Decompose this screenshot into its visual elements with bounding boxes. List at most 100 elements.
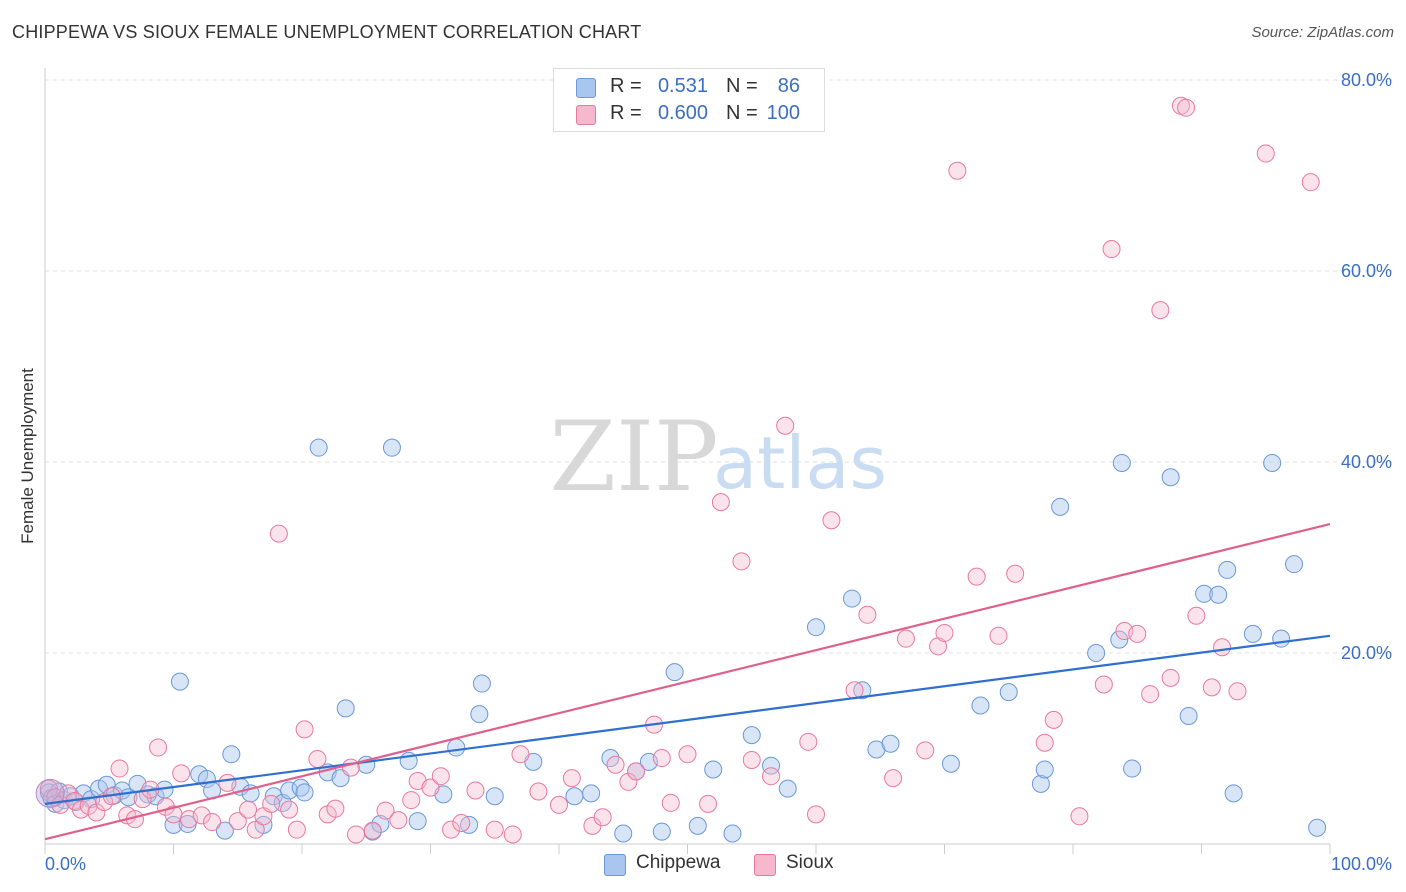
chippewa-point [447, 738, 466, 757]
sioux-point [1177, 98, 1196, 117]
chippewa-point [999, 683, 1018, 702]
sioux-point [562, 769, 581, 788]
sioux-point [550, 795, 568, 814]
sioux-point [203, 813, 222, 832]
sioux-point [858, 605, 877, 624]
r-value: 0.600 [657, 102, 708, 124]
chippewa-point [1112, 453, 1131, 472]
sioux-point [678, 745, 697, 764]
y-tick-label: 40.0% [1341, 452, 1392, 472]
chippewa-point [941, 754, 960, 773]
chippewa-point [1218, 560, 1237, 579]
sioux-point [967, 567, 986, 586]
watermark-atlas: atlas [713, 421, 887, 505]
sioux-point [110, 759, 129, 778]
chippewa-point [1179, 707, 1198, 726]
legend-label: Chippewa [636, 852, 721, 873]
sioux-point [503, 825, 522, 844]
chippewa-point [853, 681, 872, 700]
legend: Chippewa Sioux [0, 852, 1406, 878]
sioux-point [989, 626, 1008, 645]
chippewa-point [1308, 818, 1327, 837]
points-layer [35, 96, 1327, 844]
chippewa-point [778, 779, 797, 798]
chippewa-point [472, 674, 491, 693]
chippewa-point [1263, 453, 1282, 472]
sioux-point [1006, 564, 1025, 583]
sioux-point [619, 772, 638, 791]
sioux-point [661, 793, 680, 812]
sioux-swatch [576, 105, 596, 125]
r-value: 0.531 [657, 75, 708, 97]
chart-title: CHIPPEWA VS SIOUX FEMALE UNEMPLOYMENT CO… [12, 22, 642, 42]
sioux-point [948, 161, 967, 180]
trend-layer [44, 523, 1331, 841]
sioux-point [218, 773, 237, 792]
chippewa-point [336, 699, 355, 718]
chippewa-legend-swatch [604, 854, 626, 876]
chippewa-point [723, 824, 742, 843]
sioux-point [192, 806, 211, 825]
x-tick-label: 0.0% [45, 854, 86, 874]
chippewa-point [170, 672, 189, 691]
sioux-trend-line [44, 523, 1331, 841]
sioux-point [326, 799, 345, 818]
sioux-point [402, 791, 421, 810]
chippewa-point [1087, 644, 1106, 662]
origin-cluster-point [35, 778, 65, 808]
chippewa-point [1285, 555, 1304, 574]
chippewa-point [1161, 468, 1180, 487]
chippewa-point [222, 745, 241, 764]
sioux-point [1161, 668, 1180, 687]
source-label: Source: ZipAtlas.com [1251, 24, 1394, 41]
sioux-point [699, 794, 718, 813]
chippewa-point [842, 589, 861, 608]
r-label: R = [610, 75, 642, 97]
n-label: N = [726, 102, 758, 124]
chippewa-point [382, 438, 401, 457]
chippewa-point [1272, 629, 1291, 648]
stats-box: R = 0.531 N = 86 R = 0.600 N = 100 [553, 68, 825, 132]
chippewa-point [565, 787, 584, 806]
sioux-point [149, 738, 168, 757]
chippewa-point [460, 815, 479, 834]
sioux-point [822, 511, 841, 530]
chippewa-point [1031, 774, 1050, 793]
chippewa-point [881, 734, 900, 753]
sioux-point [485, 820, 504, 839]
sioux-point [442, 820, 461, 839]
chippewa-point [280, 781, 299, 800]
sioux-point [287, 820, 306, 839]
chippewa-point [1195, 584, 1214, 603]
chippewa-point [582, 784, 601, 803]
sioux-point [511, 745, 530, 764]
sioux-point [529, 782, 548, 801]
chippewa-point [1110, 630, 1129, 649]
sioux-point [1102, 240, 1121, 259]
stats-row-chippewa: R = 0.531 N = 86 [554, 75, 824, 101]
sioux-point [799, 732, 818, 751]
sioux-point [431, 767, 450, 786]
legend-label: Sioux [786, 852, 834, 873]
chippewa-point [614, 824, 633, 843]
chippewa-point [971, 696, 990, 715]
grid-layer [45, 79, 1392, 654]
sioux-legend-swatch [754, 854, 776, 876]
sioux-point [732, 552, 751, 571]
sioux-point [246, 820, 265, 839]
sioux-point [1202, 678, 1221, 697]
sioux-point [807, 805, 825, 824]
n-value: 100 [766, 102, 800, 124]
sioux-point [87, 803, 106, 822]
chippewa-point [688, 816, 707, 835]
sioux-point [884, 769, 903, 788]
sioux-point [228, 812, 247, 831]
sioux-point [916, 741, 935, 760]
chippewa-point [704, 760, 723, 779]
sioux-point [466, 781, 485, 800]
y-tick-label: 20.0% [1341, 643, 1392, 663]
sioux-point [627, 762, 646, 781]
r-label: R = [610, 102, 642, 124]
sioux-point [262, 794, 281, 813]
